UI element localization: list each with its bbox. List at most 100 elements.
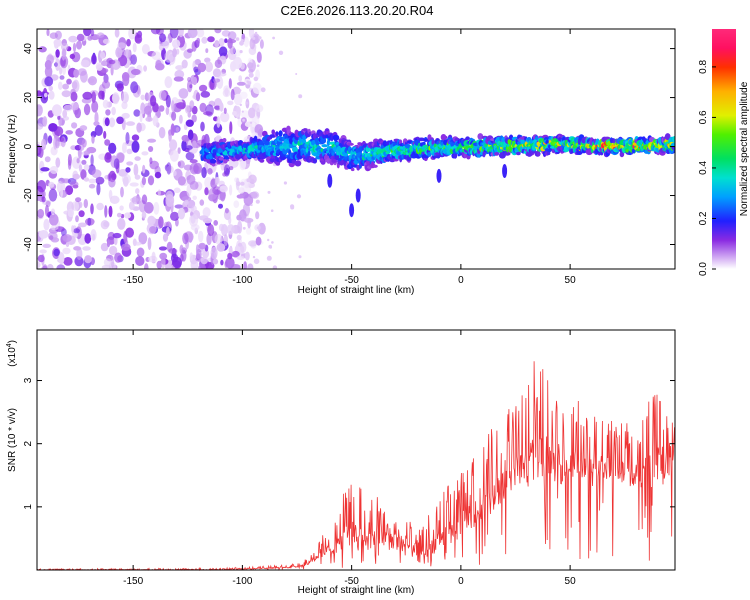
spectrogram-noise-cell xyxy=(147,138,157,143)
spectrogram-noise-cell xyxy=(128,201,135,211)
spectrogram-noise-cell xyxy=(68,35,78,43)
spectrogram-noise-cell xyxy=(126,148,133,155)
spectrogram-noise-cell xyxy=(133,109,141,117)
spectrogram-noise-cell xyxy=(130,54,137,65)
spectrogram-noise-cell xyxy=(129,182,139,187)
spectrogram-noise-cell xyxy=(172,256,182,269)
spectrogram-signal-cell xyxy=(332,134,340,141)
spectrogram-noise-cell xyxy=(108,245,118,256)
spectrogram-noise-cell xyxy=(170,211,180,221)
spectrogram-noise-cell xyxy=(295,73,298,75)
spectrogram-noise-cell xyxy=(214,40,220,48)
spectrogram-noise-cell xyxy=(108,189,113,200)
spectrogram-noise-cell xyxy=(199,84,208,92)
spectrogram-noise-cell xyxy=(290,204,295,209)
spectrogram-noise-cell xyxy=(220,259,224,266)
spectrogram-noise-cell xyxy=(248,72,254,78)
spectrogram-noise-cell xyxy=(91,169,102,179)
spectrogram-noise-cell xyxy=(79,125,88,131)
spectrogram-noise-cell xyxy=(150,95,157,107)
spectrogram-signal-cell xyxy=(537,151,541,157)
spectrogram-noise-cell xyxy=(175,65,184,71)
spectrogram-noise-cell xyxy=(53,38,62,47)
spectrogram-noise-cell xyxy=(118,55,128,67)
spectrogram-noise-cell xyxy=(214,105,221,110)
spectrogram-noise-cell xyxy=(272,36,275,40)
snr-plot-area xyxy=(36,361,676,572)
spectrogram-noise-cell xyxy=(121,91,129,104)
spectrogram-noise-cell xyxy=(66,78,72,85)
spectrogram-noise-cell xyxy=(237,117,240,119)
spectrogram-noise-cell xyxy=(49,235,54,240)
spectrogram-noise-cell xyxy=(248,240,258,247)
spectrogram-noise-cell xyxy=(252,36,256,40)
spectrogram-noise-cell xyxy=(117,42,127,49)
spectrogram-noise-cell xyxy=(151,51,162,61)
spectrogram-signal-cell xyxy=(604,136,611,140)
spectrogram-noise-cell xyxy=(108,205,113,218)
spectrogram-noise-cell xyxy=(152,115,159,127)
spectrogram-noise-cell xyxy=(60,42,69,51)
spectrogram-noise-cell xyxy=(235,49,241,57)
spectrogram-noise-cell xyxy=(232,110,237,116)
spectrogram-noise-cell xyxy=(112,92,120,105)
spectrogram-noise-cell xyxy=(110,255,115,268)
spectrogram-signal-cell xyxy=(307,150,311,156)
spectrogram-noise-cell xyxy=(71,225,75,233)
spectrogram-signal-cell xyxy=(312,158,318,164)
spectrogram-noise-cell xyxy=(100,242,109,252)
spectrogram-noise-cell xyxy=(128,29,136,40)
spectrogram-noise-cell xyxy=(219,185,228,193)
spectrogram-noise-cell xyxy=(71,122,78,129)
spectrogram-signal-cell xyxy=(427,151,432,157)
spectrogram-noise-cell xyxy=(202,207,211,218)
spectrogram-noise-cell xyxy=(198,230,204,243)
spectrogram-signal-cell xyxy=(385,151,390,155)
spectrogram-signal-cell xyxy=(672,135,675,143)
spectrogram-noise-cell xyxy=(43,218,50,231)
spectrogram-noise-cell xyxy=(239,50,243,54)
spectrogram-noise-cell xyxy=(158,246,168,251)
spectrogram-noise-cell xyxy=(74,256,84,267)
spectrogram-noise-cell xyxy=(58,81,63,91)
spectrogram-noise-cell xyxy=(108,59,116,65)
spectrogram-noise-cell xyxy=(216,72,227,77)
snr-y-label: SNR (10 * v/v) xyxy=(7,408,18,472)
y-tick-label: 3 xyxy=(23,377,34,383)
spectrogram-noise-cell xyxy=(49,213,59,226)
spectrogram-noise-cell xyxy=(141,194,148,205)
spectrogram-noise-cell xyxy=(165,194,175,207)
spectrogram-signal-cell xyxy=(313,132,317,140)
spectrogram-noise-cell xyxy=(181,140,187,152)
spectrogram-noise-cell xyxy=(252,255,256,259)
spectrogram-noise-cell xyxy=(203,111,213,116)
spectrogram-noise-cell xyxy=(254,31,258,35)
spectrogram-signal-cell xyxy=(494,152,500,156)
spectrogram-noise-cell xyxy=(75,197,82,203)
spectrogram-noise-cell xyxy=(65,130,73,135)
spectrogram-noise-cell xyxy=(37,90,42,97)
spectrogram-noise-cell xyxy=(241,110,244,113)
spectrogram-noise-cell xyxy=(178,160,185,169)
spectrogram-noise-cell xyxy=(177,207,186,220)
spectrogram-noise-cell xyxy=(227,252,233,260)
spectrogram-noise-cell xyxy=(232,56,243,70)
spectrogram-noise-cell xyxy=(259,39,264,49)
spectrogram-noise-cell xyxy=(192,76,198,86)
spectrogram-noise-cell xyxy=(94,125,103,136)
spectrogram-noise-cell xyxy=(298,94,303,99)
spectrogram-signal-cell xyxy=(418,137,425,142)
spectrogram-noise-cell xyxy=(185,145,193,150)
spectrogram-noise-cell xyxy=(96,202,104,211)
spectrogram-noise-cell xyxy=(214,233,223,245)
spectrogram-noise-cell xyxy=(175,127,180,132)
spectrogram-noise-cell xyxy=(171,39,181,49)
spectrogram-noise-cell xyxy=(179,244,184,255)
spectrogram-noise-cell xyxy=(49,166,59,174)
x-tick-label: 50 xyxy=(565,576,577,587)
spectrogram-noise-cell xyxy=(104,139,111,146)
spectrogram-noise-cell xyxy=(236,181,241,186)
spectrogram-noise-cell xyxy=(69,53,76,60)
spectrogram-signal-cell xyxy=(351,154,356,161)
